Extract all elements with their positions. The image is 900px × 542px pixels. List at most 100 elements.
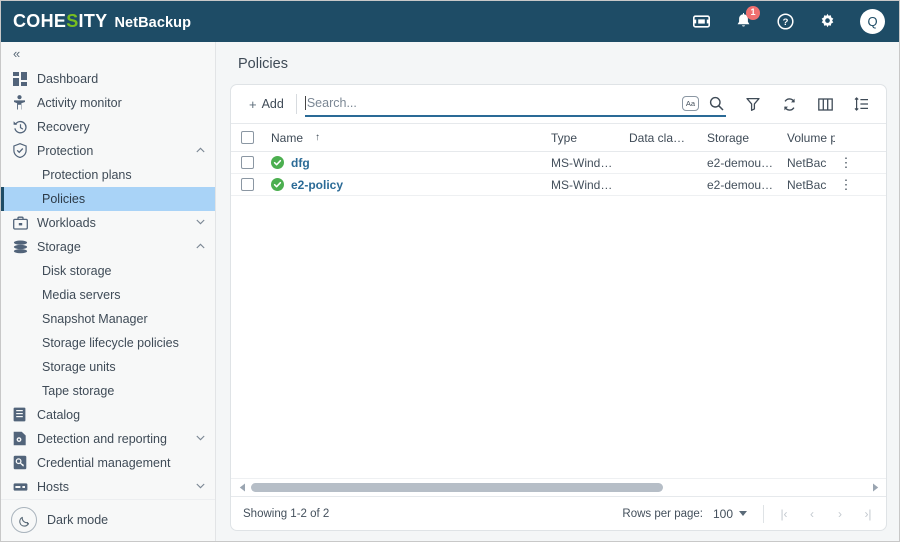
sidebar-item-label: Hosts [37,479,69,494]
pagination-controls: |‹ ‹ › ›| [778,507,874,521]
rows-per-page-value[interactable]: 100 [712,506,733,521]
filter-funnel-icon[interactable] [740,91,766,117]
next-page-button[interactable]: › [838,506,842,521]
chevron-up-icon[interactable] [196,242,205,251]
row-select-cell [241,178,271,191]
column-header-name[interactable]: Name ↑ [271,131,551,145]
settings-gear-icon[interactable] [816,11,838,33]
sidebar-item-media-servers[interactable]: Media servers [1,283,215,307]
sidebar-item-workloads[interactable]: Workloads [1,211,215,235]
sidebar-item-hosts[interactable]: Hosts [1,475,215,499]
chevron-down-icon[interactable] [739,511,747,516]
row-density-icon[interactable] [848,91,874,117]
logo-accent-s: S [66,11,79,31]
scrollbar-thumb[interactable] [251,483,664,492]
add-button[interactable]: + Add [241,93,292,116]
table-footer: Showing 1-2 of 2 Rows per page: 100 |‹ ‹… [231,496,886,530]
row-name-cell: e2-policy [271,178,551,192]
row-overflow-menu-icon[interactable]: ⋮ [839,155,853,170]
dark-mode-label: Dark mode [47,513,109,528]
row-overflow-menu-icon[interactable]: ⋮ [839,177,853,192]
search-input[interactable] [306,96,682,110]
plus-icon: + [249,96,257,112]
column-header-type[interactable]: Type [551,130,578,145]
column-header-volume-pool[interactable]: Volume p [787,130,835,145]
sidebar-item-storage[interactable]: Storage [1,235,215,259]
row-actions-cell: ⋮ [835,156,857,169]
case-sensitive-icon[interactable]: Aa [682,95,699,111]
chevron-down-icon[interactable] [196,434,205,443]
search-field[interactable]: Aa [304,90,726,117]
add-button-label: Add [261,97,284,111]
column-header-storage[interactable]: Storage [707,130,750,145]
column-header-data-classification[interactable]: Data cla… [629,130,686,145]
collapse-sidebar-icon[interactable]: « [13,45,20,61]
help-icon[interactable]: ? [774,11,796,33]
select-all-cell [241,131,271,144]
sidebar-item-label: Tape storage [42,383,115,398]
sidebar-item-label: Detection and reporting [37,431,167,446]
row-checkbox[interactable] [241,156,254,169]
sidebar-item-label: Recovery [37,119,90,134]
footer-divider [763,504,764,523]
policy-name-link[interactable]: dfg [291,155,310,170]
sidebar-item-protection-plans[interactable]: Protection plans [1,163,215,187]
sidebar-item-label: Workloads [37,215,96,230]
last-page-button[interactable]: ›| [864,506,872,521]
sidebar-item-disk-storage[interactable]: Disk storage [1,259,215,283]
select-all-checkbox[interactable] [241,131,254,144]
row-type-cell: MS-Wind… [551,177,613,192]
chevron-down-icon[interactable] [196,482,205,491]
scrollbar-track[interactable] [251,483,866,492]
shield-check-icon [13,143,31,159]
sidebar-item-snapshot-manager[interactable]: Snapshot Manager [1,307,215,331]
policies-card: + Add Aa [230,84,887,531]
table-row[interactable]: e2-policy MS-Wind… e2-demou… NetBac ⋮ [231,174,886,196]
scroll-left-arrow-icon[interactable] [235,483,249,492]
columns-icon[interactable] [812,91,838,117]
previous-page-button[interactable]: ‹ [810,506,814,521]
refresh-icon[interactable] [776,91,802,117]
sidebar-item-label: Snapshot Manager [42,311,148,326]
table-row[interactable]: dfg MS-Wind… e2-demou… NetBac ⋮ [231,152,886,174]
sidebar-item-storage-lifecycle-policies[interactable]: Storage lifecycle policies [1,331,215,355]
sidebar-collapse-row: « [1,42,215,65]
notifications-bell-icon[interactable]: 1 [732,5,760,33]
chevron-up-icon[interactable] [196,146,205,155]
sidebar-item-label: Media servers [42,287,121,302]
sidebar-item-storage-units[interactable]: Storage units [1,355,215,379]
sidebar-item-recovery[interactable]: Recovery [1,115,215,139]
sidebar-item-protection[interactable]: Protection [1,139,215,163]
sidebar-item-tape-storage[interactable]: Tape storage [1,379,215,403]
case-sensitive-label: Aa [685,98,696,108]
dark-mode-toggle[interactable]: Dark mode [1,498,215,541]
dashboard-grid-icon [13,71,31,87]
sidebar-item-dashboard[interactable]: Dashboard [1,67,215,91]
sidebar-item-detection-and-reporting[interactable]: Detection and reporting [1,427,215,451]
sidebar-item-credential-management[interactable]: Credential management [1,451,215,475]
row-volume-pool-cell: NetBac [787,177,827,192]
workloads-briefcase-icon [13,215,31,231]
user-avatar[interactable]: Q [860,9,885,34]
scroll-right-arrow-icon[interactable] [868,483,882,492]
footer-right-group: Rows per page: 100 |‹ ‹ › ›| [622,504,874,523]
search-icon[interactable] [706,90,726,116]
sidebar-item-policies[interactable]: Policies [1,186,215,211]
column-header-name-label: Name [271,130,304,145]
horizontal-scrollbar[interactable] [231,478,886,496]
ticket-icon[interactable] [690,11,712,33]
brand-logo[interactable]: COHESITY NetBackup [13,11,191,32]
first-page-button[interactable]: |‹ [780,506,788,521]
storage-database-icon [13,239,31,255]
status-check-icon [271,156,284,169]
toolbar-action-icons [740,91,874,117]
sidebar-item-label: Disk storage [42,263,112,278]
sidebar-item-catalog[interactable]: Catalog [1,403,215,427]
text-cursor [304,96,306,110]
chevron-down-icon[interactable] [196,218,205,227]
row-checkbox[interactable] [241,178,254,191]
showing-count-label: Showing 1-2 of 2 [243,507,330,520]
sidebar-item-label: Credential management [37,455,171,470]
policy-name-link[interactable]: e2-policy [291,177,344,192]
sidebar-item-activity-monitor[interactable]: Activity monitor [1,91,215,115]
